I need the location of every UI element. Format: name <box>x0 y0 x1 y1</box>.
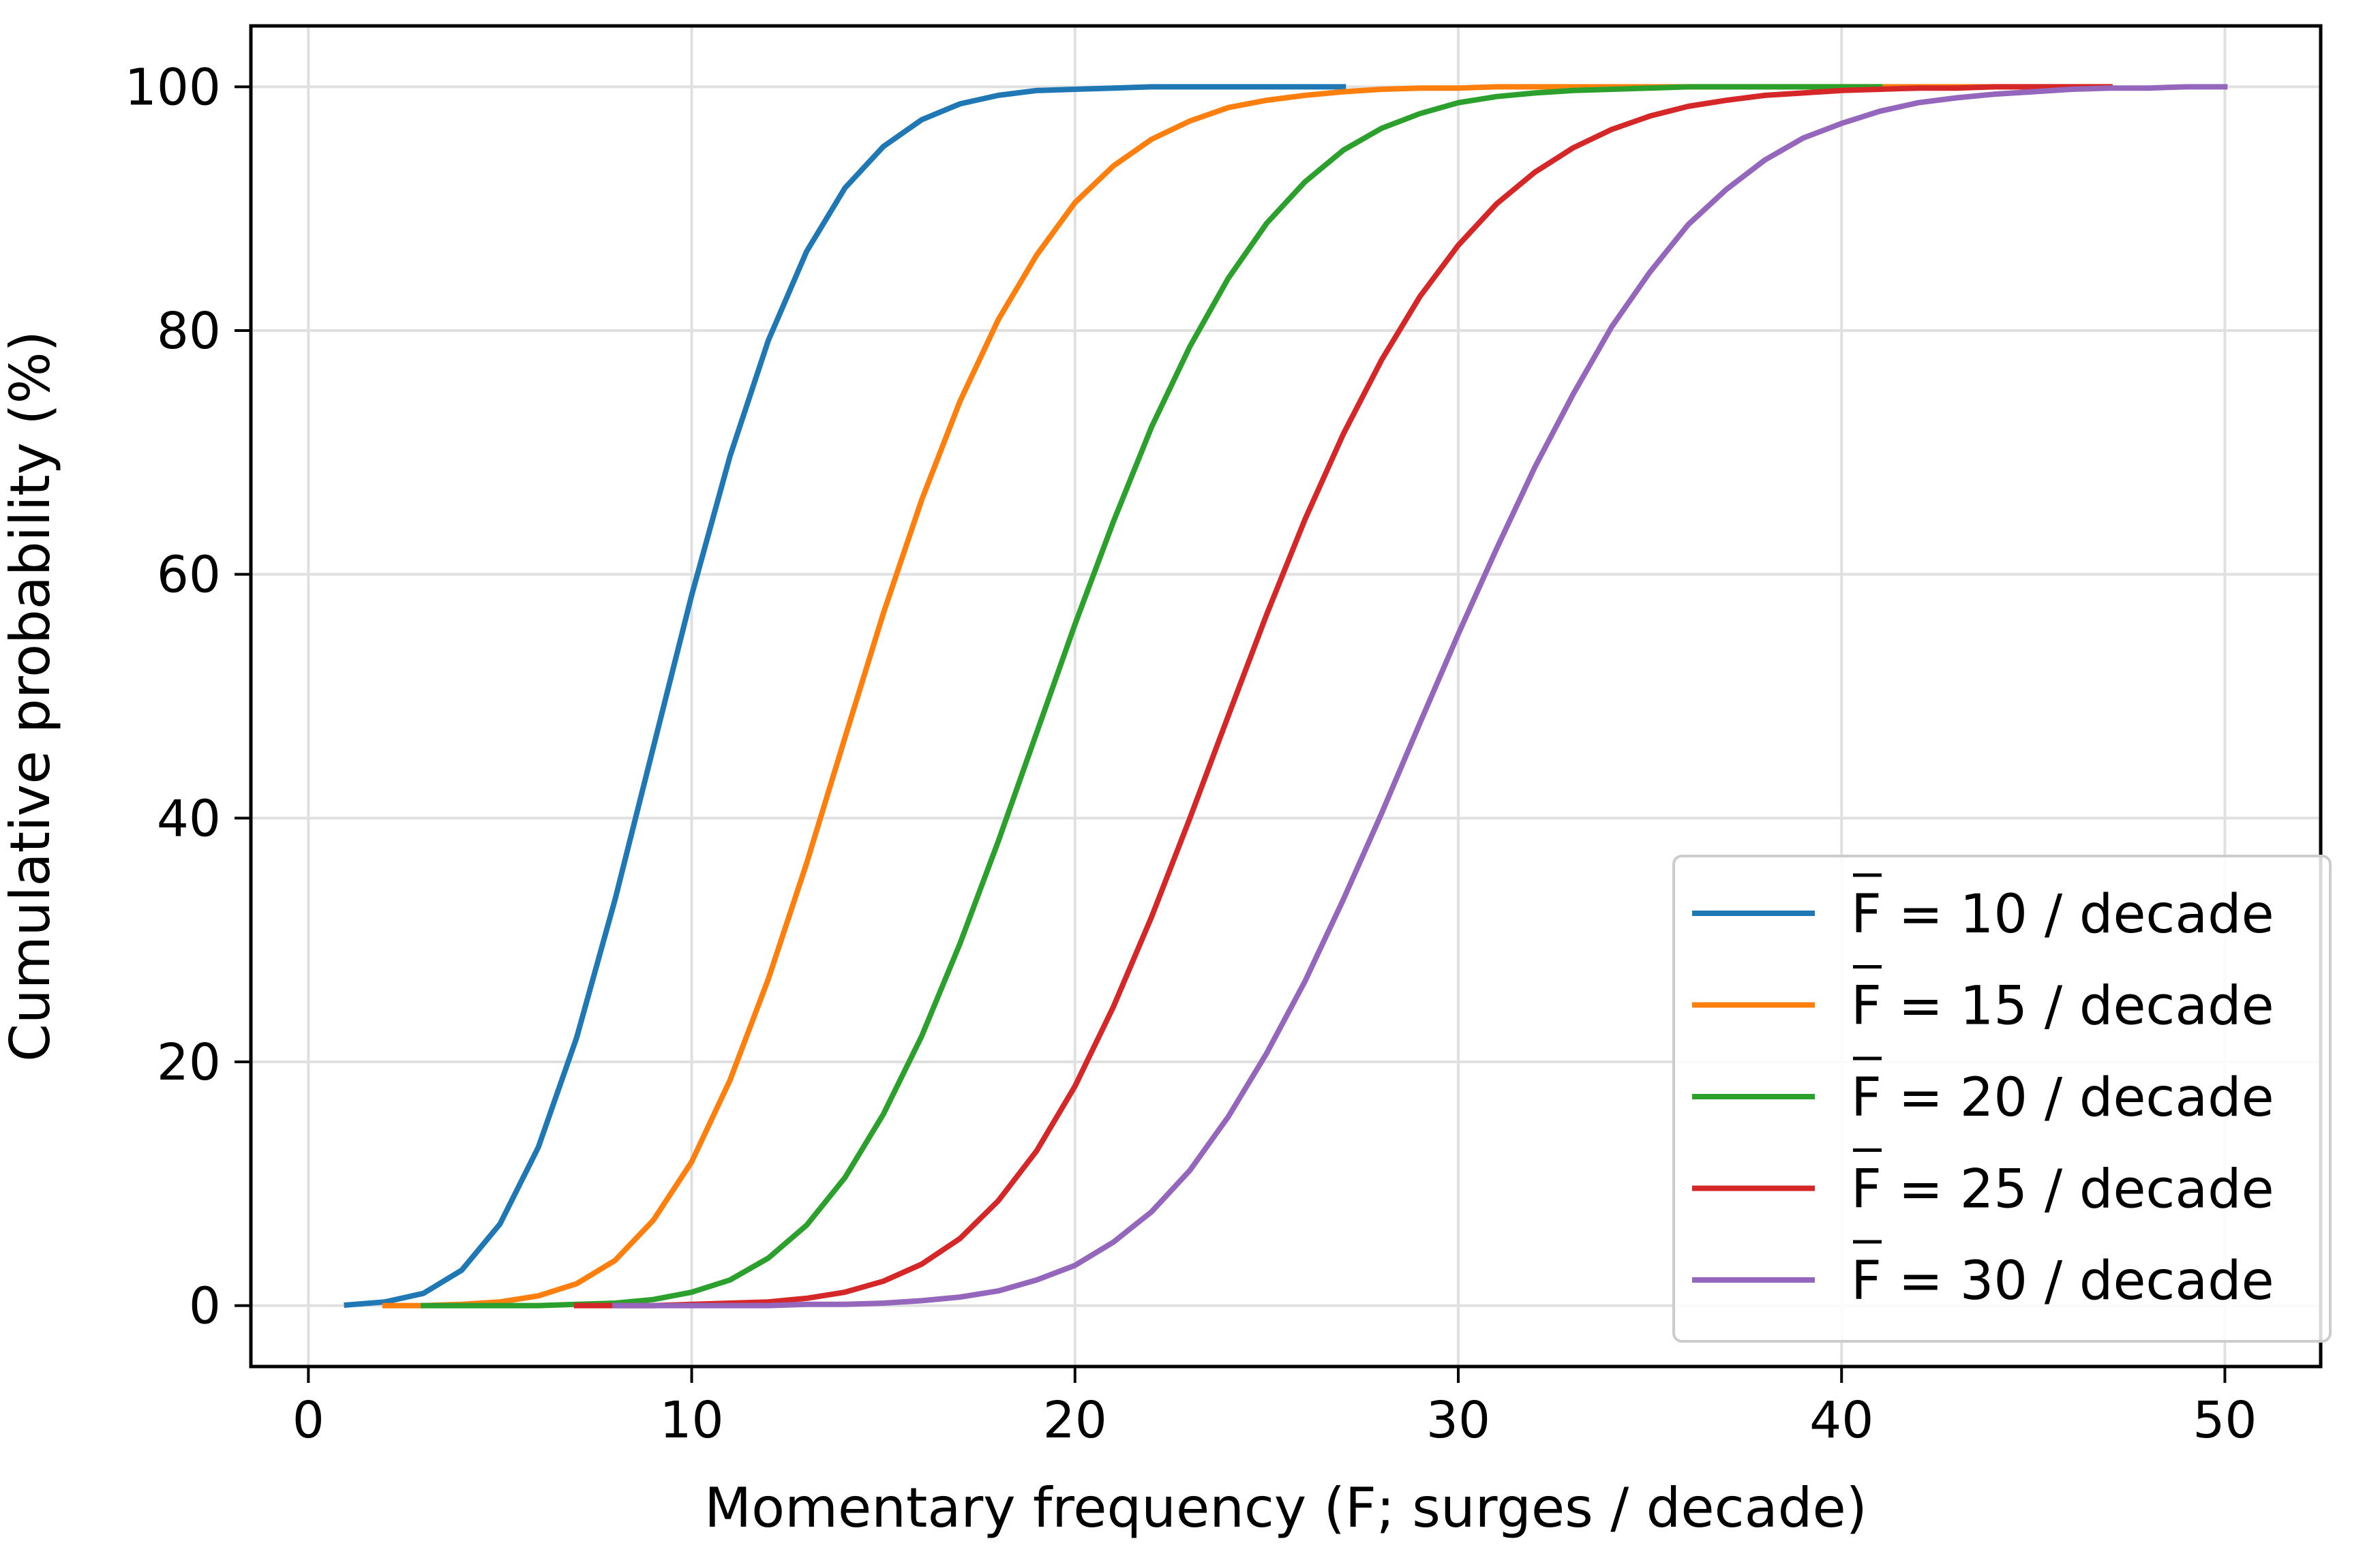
y-axis-label: Cumulative probability (%) <box>0 331 62 1062</box>
y-tick-label: 60 <box>157 546 221 605</box>
x-axis-label: Momentary frequency (F; surges / decade) <box>704 1476 1867 1540</box>
y-axis: 0 20 40 60 80 100 <box>125 58 251 1336</box>
y-tick-label: 0 <box>189 1277 221 1336</box>
legend-label: F = 20 / decade <box>1851 1067 2274 1129</box>
legend-box <box>1672 855 2332 1343</box>
x-tick-label: 20 <box>1043 1391 1107 1450</box>
x-tick-label: 30 <box>1426 1391 1490 1450</box>
legend-label: F = 25 / decade <box>1851 1159 2274 1221</box>
x-tick-label: 50 <box>2193 1391 2257 1450</box>
legend-label: F = 15 / decade <box>1851 976 2274 1037</box>
x-tick-label: 0 <box>292 1391 325 1450</box>
series-line-5 <box>612 84 2228 1309</box>
y-tick-label: 20 <box>157 1033 221 1092</box>
legend-label: F = 30 / decade <box>1851 1251 2274 1312</box>
x-axis: 0 10 20 30 40 50 <box>292 1367 2257 1450</box>
y-tick-label: 80 <box>157 302 221 361</box>
legend-label: F = 10 / decade <box>1851 884 2274 945</box>
x-tick-label: 40 <box>1809 1391 1873 1450</box>
series-layer <box>344 84 2228 1309</box>
y-tick-label: 40 <box>157 789 221 848</box>
grid-lines <box>251 26 2321 1367</box>
x-tick-label: 10 <box>659 1391 723 1450</box>
series-line-1 <box>344 84 1346 1309</box>
series-line-4 <box>573 84 2113 1309</box>
legend: F = 10 / decade F = 15 / decade F = 20 / d… <box>1672 855 2332 1343</box>
y-tick-label: 100 <box>125 58 221 117</box>
series-line-3 <box>421 84 1883 1309</box>
plot-frame <box>249 24 2323 1369</box>
